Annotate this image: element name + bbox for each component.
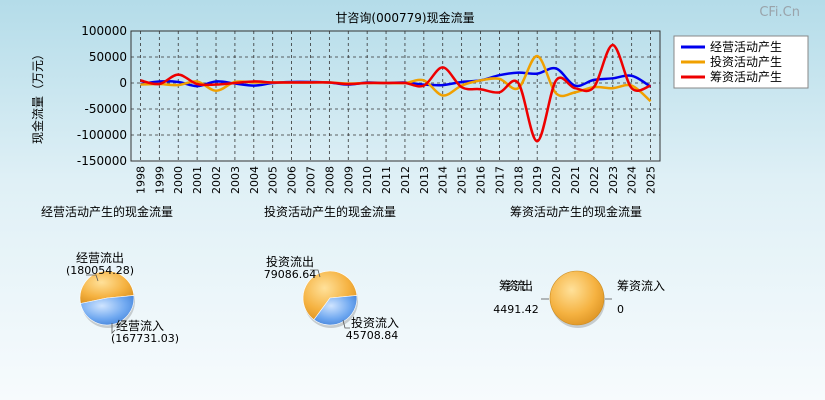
line-chart-title: 甘咨询(000779)现金流量	[335, 10, 474, 25]
x-tick-label: 2017	[493, 166, 506, 194]
x-tick-label: 2007	[304, 166, 317, 194]
x-tick-label: 2001	[191, 166, 204, 194]
legend-label-0: 经营活动产生	[710, 40, 782, 54]
x-tick-label: 2022	[588, 166, 601, 194]
pie-slice-label: 投资流入	[351, 315, 399, 330]
x-tick-label: 2003	[229, 166, 242, 194]
pie-3: 筹资流出 4491.42 筹资流入 0	[493, 270, 665, 328]
pie-slice-value: 0	[617, 303, 624, 316]
x-tick-label: 2015	[456, 166, 469, 194]
pie-slice-value: (180054.28)	[66, 264, 134, 277]
x-tick-label: 2023	[607, 166, 620, 194]
pie-slice-value: 4491.42	[493, 303, 539, 316]
x-tick-label: 1998	[134, 166, 147, 194]
series-line-1	[140, 54, 652, 103]
pie-charts: 经营流出(180054.28) 经营流入(167731.03) 投资流出79086.…	[66, 251, 665, 345]
x-tick-label: 2020	[550, 166, 563, 194]
x-tick-label: 1999	[153, 166, 166, 194]
x-tick-label: 2002	[210, 166, 223, 194]
pie-slice-label: 筹资流出	[499, 279, 533, 293]
pie-slice-label: 经营流出	[76, 251, 124, 265]
x-tick-label: 2018	[512, 166, 525, 194]
y-tick-label: -50000	[84, 102, 127, 116]
pie-1: 经营流出(180054.28) 经营流入(167731.03)	[66, 251, 179, 345]
legend-label-2: 筹资活动产生	[710, 70, 782, 84]
x-tick-label: 2016	[475, 166, 488, 194]
line-chart: 100000 50000 0 -50000 -100000 -150000 1998 1999…	[30, 24, 661, 194]
y-tick-label: 50000	[89, 50, 127, 64]
x-tick-label: 2005	[267, 166, 280, 194]
pie-title-operating: 经营活动产生的现金流量	[41, 204, 173, 219]
y-tick-label: 0	[119, 76, 127, 90]
pie-slice-label: 筹资流入	[617, 279, 665, 293]
pie-slice-label: 投资流出	[266, 254, 314, 269]
pie-leader-line	[310, 269, 321, 278]
pie-title-financing: 筹资活动产生的现金流量	[510, 204, 642, 219]
pie-title-investing: 投资活动产生的现金流量	[264, 204, 396, 219]
pie-slice-value: 79086.64	[264, 268, 317, 281]
x-tick-label: 2009	[342, 166, 355, 194]
pie-leader-line	[111, 323, 116, 334]
y-tick-label: -150000	[77, 154, 127, 168]
pie-slice-0	[79, 270, 135, 304]
x-tick-label: 2000	[172, 166, 185, 194]
x-tick-label: 2012	[399, 166, 412, 194]
x-tick-label: 2013	[418, 166, 431, 194]
series-line-2	[140, 43, 651, 143]
pie-leader-line	[86, 274, 99, 282]
y-tick-label: 100000	[81, 24, 127, 38]
x-tick-label: 2019	[531, 166, 544, 194]
plot-area	[130, 30, 661, 162]
pie-slice-0	[549, 270, 605, 326]
x-tick-label: 2011	[380, 166, 393, 194]
x-tick-label: 2008	[323, 166, 336, 194]
x-tick-label: 2006	[286, 166, 299, 194]
pie-slice-0	[302, 270, 358, 321]
pie-slice-value: 45708.84	[346, 329, 399, 342]
pie-leader-line	[342, 319, 350, 329]
x-tick-label: 2004	[248, 166, 261, 194]
x-tick-label: 2010	[361, 166, 374, 194]
x-tick-label: 2024	[626, 166, 639, 194]
legend-label-1: 投资活动产生	[710, 54, 782, 69]
watermark: CFi.Cn	[759, 5, 800, 20]
pie-slice-label: 经营流入	[116, 319, 164, 333]
y-axis-label: 现金流量（万元）	[30, 48, 45, 144]
x-tick-label: 2025	[645, 166, 658, 194]
x-tick-label: 2014	[437, 166, 450, 194]
y-tick-label: -100000	[77, 128, 127, 142]
pie-slice-1	[80, 295, 135, 326]
x-tick-label: 2021	[569, 166, 582, 194]
pie-slice-value: (167731.03)	[111, 332, 179, 345]
